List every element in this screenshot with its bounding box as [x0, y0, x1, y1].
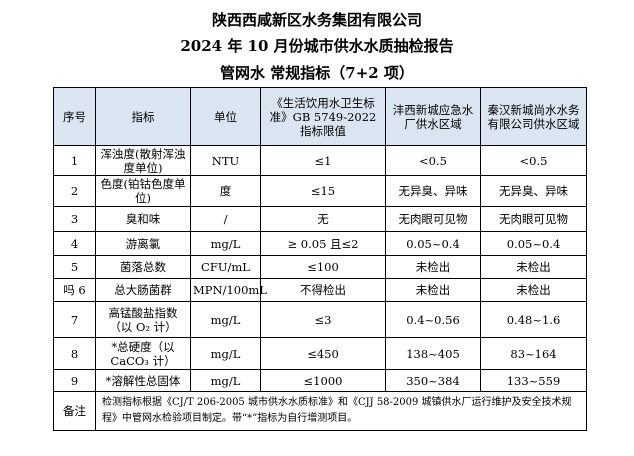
table-cell: 8 — [53, 337, 96, 370]
table-cell: 无异臭、异味 — [480, 175, 587, 207]
table-row: 4 游离氯 mg/L ≥ 0.05 且≤2 0.05~0.4 0.05~0.4 — [53, 231, 587, 256]
table-cell: 臭和味 — [95, 206, 191, 232]
table-cell: 度 — [190, 175, 261, 207]
table-cell: 无异臭、异味 — [385, 175, 481, 207]
table-cell: 高锰酸盐指数（以 O₂ 计） — [95, 301, 191, 338]
table-cell: ≤100 — [260, 255, 386, 279]
table-cell: 未检出 — [385, 278, 481, 302]
table-cell: 4 — [53, 231, 96, 256]
table-cell: *溶解性总固体 — [95, 369, 191, 392]
table-cell: 5 — [53, 255, 96, 279]
table-cell: <0.5 — [385, 145, 481, 176]
table-cell: 0.48~1.6 — [480, 301, 587, 338]
table-cell: mg/L — [190, 337, 261, 370]
table-cell: ≤15 — [260, 175, 386, 207]
table-cell: 138~405 — [385, 337, 481, 370]
table-cell: NTU — [190, 145, 261, 176]
table-cell: 未检出 — [385, 255, 481, 279]
table-cell: 0.05~0.4 — [385, 231, 481, 256]
table-cell: *总硬度（以 CaCO₃ 计） — [95, 337, 191, 370]
table-cell: / — [190, 206, 261, 232]
report-subtitle: 管网水 常规指标（7+2 项） — [220, 64, 414, 82]
table-row: 3 臭和味 / 无无肉眼可见物 无肉眼可见物 — [53, 206, 587, 232]
report-title: 2024 年 10 月份城市供水水质抽检报告 — [180, 37, 454, 55]
table-cell: ≤1 — [260, 145, 386, 176]
table-cell: 1 — [53, 145, 96, 176]
table-row: 8 *总硬度（以 CaCO₃ 计） mg/L ≤450 138~405 83~164 — [53, 337, 587, 370]
column-header: 单位 — [190, 87, 261, 146]
table-cell: MPN/100mL — [190, 278, 267, 302]
table-cell: 不得检出 — [260, 278, 386, 302]
table-cell: 无肉眼可见物 — [480, 206, 587, 232]
table-cell: CFU/mL — [190, 255, 261, 279]
column-header: 秦汉新城尚水水务有限公司供水区域 — [480, 87, 587, 146]
table-cell: 无肉眼可见物 — [385, 206, 481, 232]
table-cell: <0.5 — [480, 145, 587, 176]
table-row: 1 浑浊度(散射浑浊度单位) NTU ≤1 <0.5 <0.5 — [53, 145, 587, 176]
report-org: 陕西西咸新区水务集团有限公司 — [211, 11, 422, 29]
column-header: 序号 — [53, 87, 96, 146]
column-header: 《生活饮用水卫生标准》GB 5749-2022 指标限值 — [260, 87, 386, 146]
table-cell: 浑浊度(散射浑浊度单位) — [95, 145, 191, 176]
table-cell: 菌落总数 — [95, 255, 191, 279]
table-cell: ≤3 — [260, 301, 386, 338]
column-header: 指标 — [95, 87, 191, 146]
table-cell: ≤450 — [260, 337, 386, 370]
table-row: 7 高锰酸盐指数（以 O₂ 计） mg/L ≤3 0.4~0.56 0.48~1.6 — [53, 301, 587, 338]
table-cell: 色度(铂钴色度单位) — [95, 175, 191, 207]
water-quality-table: 序号 指标 单位 《生活饮用水卫生标准》GB 5749-2022 指标限值 沣西新城应急… — [53, 87, 587, 431]
table-cell: 9 — [53, 369, 96, 392]
note-text: 检测指标根据《CJ/T 206-2005 城市供水水质标准》和《CJJ 58-2… — [95, 391, 587, 431]
table-cell: 0.05~0.4 — [480, 231, 587, 256]
table-cell: 游离氯 — [95, 231, 191, 256]
table-row: 2 色度(铂钴色度单位) 度 ≤15 无异臭、异味 无异臭、异味 — [53, 175, 587, 207]
table-cell: 未检出 — [480, 278, 587, 302]
table-cell: 总大肠菌群 — [95, 278, 191, 302]
table-cell: 133~559 — [480, 369, 587, 392]
table-cell: 7 — [53, 301, 96, 338]
note-row: 备注 检测指标根据《CJ/T 206-2005 城市供水水质标准》和《CJJ 58… — [53, 391, 587, 431]
table-cell: 2 — [53, 175, 96, 207]
table-cell: 吗 6 — [53, 278, 96, 302]
table-cell: 0.4~0.56 — [385, 301, 481, 338]
table-cell: ≥ 0.05 且≤2 — [260, 231, 386, 256]
table-cell: 3 — [53, 206, 96, 232]
table-cell: mg/L — [190, 369, 261, 392]
table-cell: 无 — [260, 206, 386, 232]
table-cell: 未检出 — [480, 255, 587, 279]
table-row: 吗 6 总大肠菌群 MPN/100mL 不得检出 未检出 未检出 — [53, 278, 587, 302]
table-row: 9 *溶解性总固体 mg/L ≤1000 350~384 133~559 — [53, 369, 587, 392]
table-row: 5 菌落总数 CFU/mL ≤100 未检出 未检出 — [53, 255, 587, 279]
column-header: 沣西新城应急水厂供水区域 — [385, 87, 481, 146]
table-cell: ≤1000 — [260, 369, 386, 392]
table-cell: mg/L — [190, 231, 261, 256]
note-label: 备注 — [53, 391, 96, 431]
table-cell: mg/L — [190, 301, 261, 338]
table-cell: 350~384 — [385, 369, 481, 392]
table-cell: 83~164 — [480, 337, 587, 370]
